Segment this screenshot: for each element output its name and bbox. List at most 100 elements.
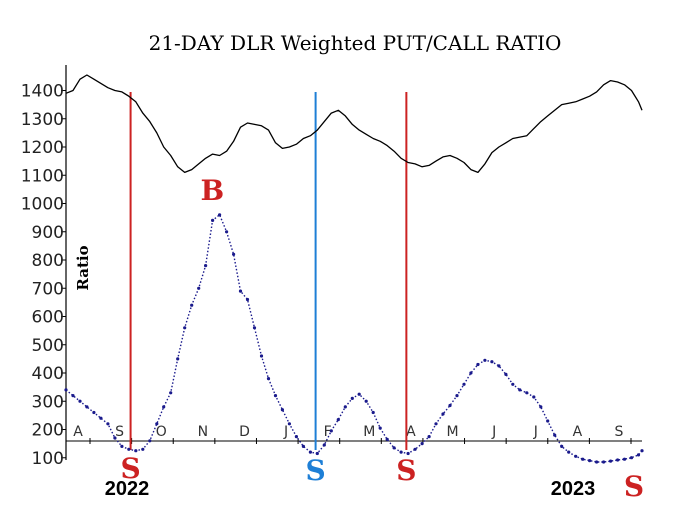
x-month-label: A — [73, 424, 83, 440]
ratio-point — [602, 460, 606, 464]
ratio-point — [169, 391, 173, 395]
ratio-point — [204, 264, 208, 268]
y-tick-label: 1300 — [21, 110, 64, 130]
ratio-point — [134, 449, 138, 453]
y-tick-label: 500 — [32, 336, 64, 356]
ratio-point — [413, 447, 417, 451]
x-month-label: J — [491, 424, 496, 440]
ratio-point — [329, 429, 333, 433]
ratio-point — [532, 395, 536, 399]
x-month-label: S — [615, 424, 624, 440]
ratio-point — [245, 297, 250, 302]
ratio-point — [176, 357, 180, 361]
y-tick-label: 1100 — [21, 166, 64, 186]
ratio-point — [490, 360, 494, 364]
ratio-point — [71, 394, 75, 398]
ratio-point — [183, 326, 187, 330]
y-tick-label: 1000 — [21, 195, 64, 215]
ratio-point — [371, 410, 375, 415]
ratio-point — [588, 459, 592, 463]
ratio-point — [350, 396, 354, 400]
ratio-point — [553, 433, 557, 437]
signal-label: S — [624, 470, 644, 503]
x-month-label: F — [324, 424, 332, 440]
ratio-point — [308, 450, 312, 454]
ratio-point — [406, 451, 410, 456]
ratio-point — [455, 394, 459, 398]
x-month-label: A — [406, 424, 416, 440]
ratio-point — [636, 453, 641, 457]
ratio-point — [518, 388, 522, 392]
ratio-point — [399, 450, 403, 454]
ratio-point — [148, 439, 152, 443]
ratio-point — [92, 410, 96, 415]
price-line — [65, 74, 643, 174]
ratio-point — [609, 459, 613, 463]
ratio-point — [483, 358, 487, 362]
series-group — [64, 74, 644, 464]
ratio-point — [106, 422, 110, 426]
ratio-point — [99, 416, 103, 420]
y-tick-label: 300 — [32, 392, 64, 412]
ratio-point — [462, 382, 466, 386]
year-label: 2023 — [551, 478, 596, 500]
ratio-point — [78, 399, 82, 403]
ratio-point — [448, 403, 452, 408]
ratio-point — [197, 286, 201, 290]
x-month-label: D — [239, 424, 250, 440]
x-month-label: S — [115, 424, 124, 440]
signal-label: S — [305, 454, 325, 487]
x-month-label: M — [363, 424, 375, 440]
x-month-label: O — [156, 424, 167, 440]
ratio-point — [567, 450, 571, 454]
signal-lines — [129, 92, 408, 450]
ratio-point — [259, 354, 264, 358]
ratio-point — [427, 435, 431, 439]
ratio-point — [640, 449, 644, 453]
ratio-point — [385, 437, 389, 441]
y-tick-label: 1400 — [21, 82, 64, 102]
ratio-point — [155, 422, 159, 426]
ratio-point — [574, 454, 578, 458]
ratio-point — [322, 443, 326, 447]
ratio-point — [287, 422, 291, 426]
ratio-point — [127, 447, 131, 451]
ratio-point — [162, 405, 166, 409]
ratio-point — [434, 422, 438, 426]
ratio-point — [273, 394, 278, 398]
ratio-point — [252, 326, 257, 330]
axes — [65, 65, 642, 460]
y-tick-label: 100 — [32, 449, 64, 469]
signal-label: S — [396, 454, 416, 487]
ratio-point — [476, 362, 480, 367]
ratio-point — [232, 252, 236, 256]
ratio-point — [560, 444, 564, 448]
ratio-point — [85, 405, 89, 409]
ratio-point — [266, 377, 271, 381]
ratio-point — [336, 418, 340, 422]
ratio-point — [546, 419, 550, 423]
ratio-point — [343, 405, 347, 409]
ratio-point — [420, 442, 424, 446]
ratio-point — [378, 426, 382, 430]
ratio-point — [525, 391, 529, 395]
ratio-point — [120, 444, 124, 448]
ratio-point — [294, 435, 298, 439]
y-axis-ticks: 1400 1300 1200 1100 1000 900 800 700 600 500 400 30… — [21, 82, 66, 469]
ratio-point — [225, 230, 229, 234]
chart-title: 21-DAY DLR Weighted PUT/CALL RATIO — [149, 31, 562, 55]
y-tick-label: 800 — [32, 251, 64, 271]
y-tick-label: 400 — [32, 364, 64, 384]
ratio-point — [357, 392, 361, 396]
x-month-label: J — [283, 424, 288, 440]
ratio-point — [301, 444, 305, 448]
ratio-line — [65, 213, 643, 463]
x-month-label: J — [533, 424, 538, 440]
ratio-point — [364, 399, 368, 403]
year-label: 2022 — [105, 478, 150, 500]
y-axis-label: Ratio — [74, 245, 92, 290]
ratio-point — [581, 457, 585, 461]
y-tick-label: 200 — [32, 421, 64, 441]
x-month-label: N — [198, 424, 208, 440]
